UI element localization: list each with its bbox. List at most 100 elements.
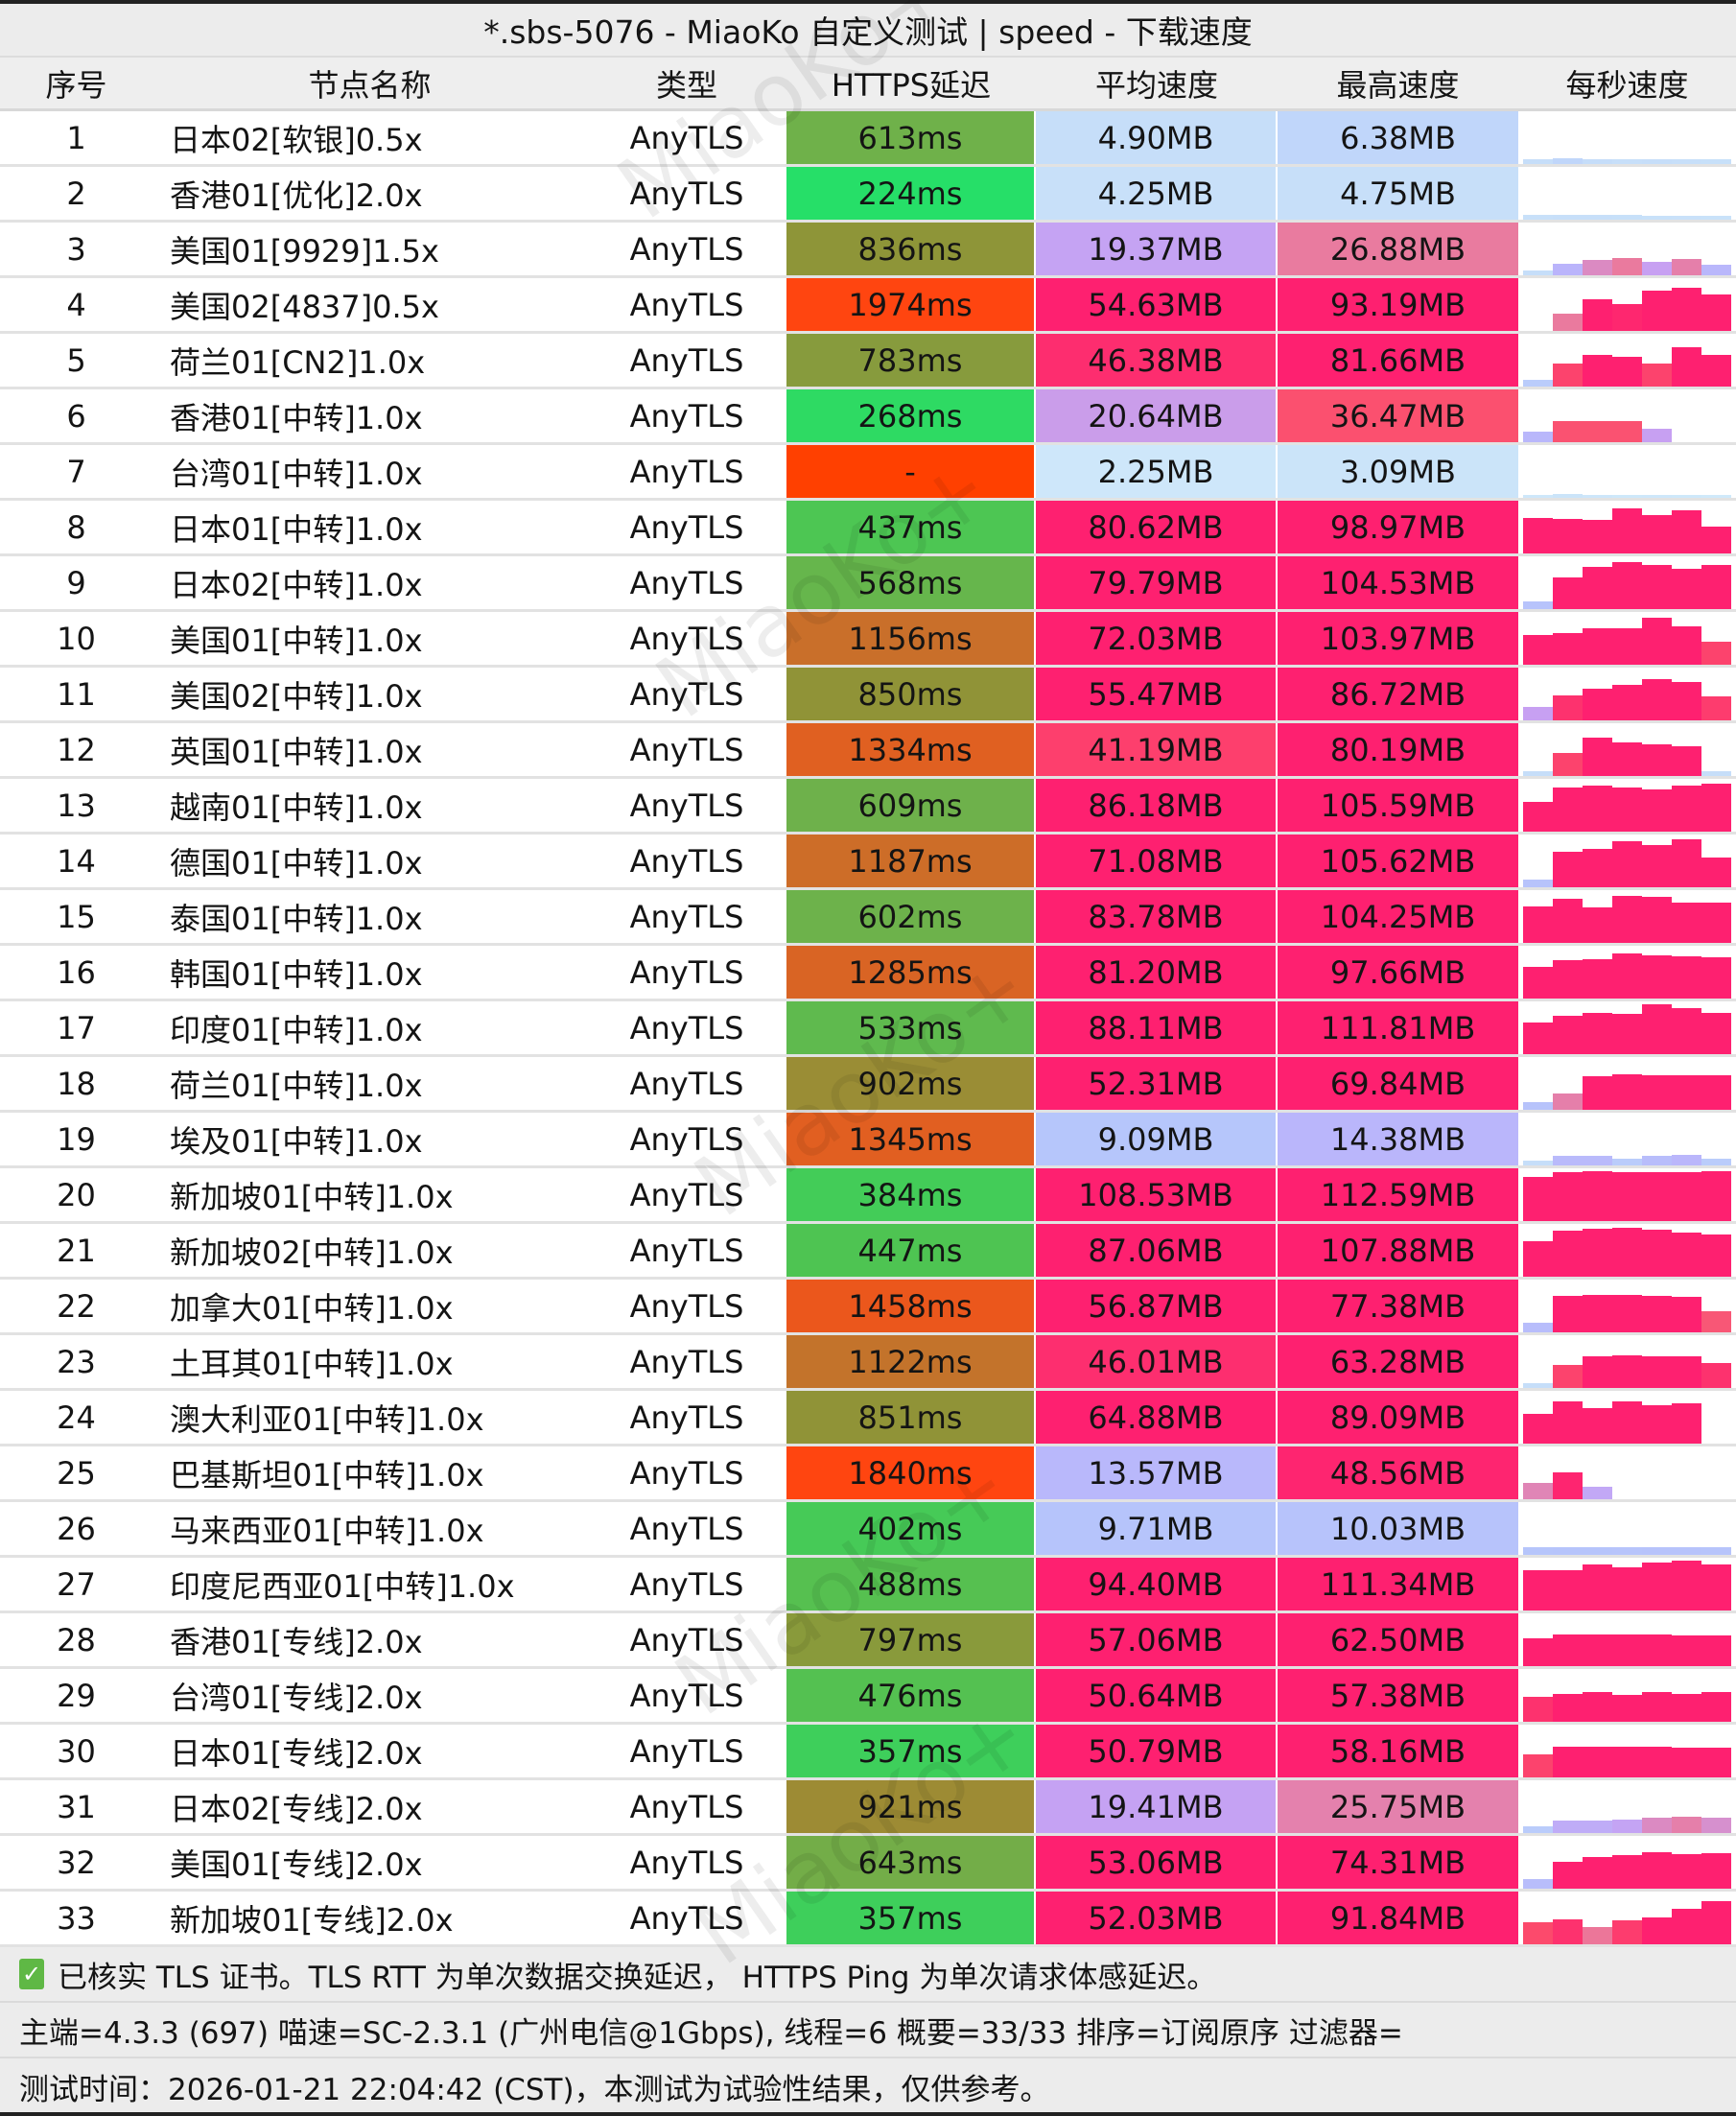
- column-header-index[interactable]: 序号: [45, 66, 107, 104]
- avg-speed: 41.19MB: [1036, 723, 1278, 776]
- speed-bar: [1523, 707, 1553, 720]
- table-row[interactable]: 2 香港01[优化]2.0x AnyTLS 224ms 4.25MB 4.75MB: [0, 167, 1736, 223]
- speed-bar: [1583, 1692, 1612, 1722]
- table-row[interactable]: 6 香港01[中转]1.0x AnyTLS 268ms 20.64MB 36.47MB: [0, 389, 1736, 445]
- table-row[interactable]: 3 美国01[9929]1.5x AnyTLS 836ms 19.37MB 26.88MB: [0, 223, 1736, 278]
- table-row[interactable]: 25 巴基斯坦01[中转]1.0x AnyTLS 1840ms 13.57MB 48.56…: [0, 1446, 1736, 1502]
- table-row[interactable]: 22 加拿大01[中转]1.0x AnyTLS 1458ms 56.87MB 77.38M…: [0, 1280, 1736, 1335]
- speed-bar: [1672, 1817, 1701, 1833]
- table-row[interactable]: 33 新加坡01[专线]2.0x AnyTLS 357ms 52.03MB 91.84MB: [0, 1892, 1736, 1947]
- speed-bar: [1612, 421, 1642, 442]
- speed-bar: [1701, 527, 1731, 553]
- table-row[interactable]: 23 土耳其01[中转]1.0x AnyTLS 1122ms 46.01MB 63.28M…: [0, 1335, 1736, 1391]
- per-second-speed-sparkline: [1518, 1280, 1736, 1332]
- speed-bar: [1672, 569, 1701, 609]
- speed-bar: [1672, 1854, 1701, 1889]
- per-second-speed-sparkline: [1518, 1113, 1736, 1165]
- https-latency: 797ms: [786, 1613, 1036, 1666]
- table-row[interactable]: 9 日本02[中转]1.0x AnyTLS 568ms 79.79MB 104.53MB: [0, 556, 1736, 612]
- table-row[interactable]: 32 美国01[专线]2.0x AnyTLS 643ms 53.06MB 74.31MB: [0, 1836, 1736, 1892]
- speed-bar: [1612, 1634, 1642, 1666]
- table-row[interactable]: 4 美国02[4837]0.5x AnyTLS 1974ms 54.63MB 93.19M…: [0, 278, 1736, 334]
- table-row[interactable]: 18 荷兰01[中转]1.0x AnyTLS 902ms 52.31MB 69.84MB: [0, 1057, 1736, 1113]
- table-row[interactable]: 13 越南01[中转]1.0x AnyTLS 609ms 86.18MB 105.59MB: [0, 779, 1736, 835]
- table-row[interactable]: 24 澳大利亚01[中转]1.0x AnyTLS 851ms 64.88MB 89.09M…: [0, 1391, 1736, 1446]
- per-second-speed-sparkline: [1518, 1001, 1736, 1054]
- speed-bar: [1612, 1355, 1642, 1388]
- table-row[interactable]: 1 日本02[软银]0.5x AnyTLS 613ms 4.90MB 6.38MB: [0, 111, 1736, 167]
- table-row[interactable]: 14 德国01[中转]1.0x AnyTLS 1187ms 71.08MB 105.62M…: [0, 835, 1736, 890]
- column-header-https-latency[interactable]: HTTPS延迟: [831, 66, 992, 104]
- column-header-node-name[interactable]: 节点名称: [308, 66, 432, 104]
- per-second-speed-sparkline: [1518, 946, 1736, 999]
- speed-bar: [1553, 899, 1583, 943]
- row-index: 10: [57, 620, 96, 657]
- speed-bar: [1523, 1102, 1553, 1110]
- speed-bar: [1672, 347, 1701, 387]
- table-row[interactable]: 31 日本02[专线]2.0x AnyTLS 921ms 19.41MB 25.75MB: [0, 1780, 1736, 1836]
- avg-speed: 56.87MB: [1036, 1280, 1278, 1332]
- column-header-per-second-speed[interactable]: 每秒速度: [1565, 66, 1689, 104]
- speed-bar: [1701, 1075, 1731, 1110]
- table-row[interactable]: 28 香港01[专线]2.0x AnyTLS 797ms 57.06MB 62.50MB: [0, 1613, 1736, 1669]
- node-name: 台湾01[中转]1.0x: [170, 455, 423, 492]
- node-type: AnyTLS: [629, 453, 744, 490]
- table-row[interactable]: 5 荷兰01[CN2]1.0x AnyTLS 783ms 46.38MB 81.66MB: [0, 334, 1736, 389]
- speed-bar: [1523, 1414, 1553, 1444]
- speed-bar: [1523, 1023, 1553, 1054]
- table-row[interactable]: 30 日本01[专线]2.0x AnyTLS 357ms 50.79MB 58.16MB: [0, 1725, 1736, 1780]
- row-index: 6: [66, 397, 86, 435]
- table-row[interactable]: 26 马来西亚01[中转]1.0x AnyTLS 402ms 9.71MB 10.03MB: [0, 1502, 1736, 1558]
- avg-speed: 80.62MB: [1036, 501, 1278, 553]
- node-type: AnyTLS: [629, 787, 744, 824]
- node-name: 埃及01[中转]1.0x: [170, 1122, 423, 1160]
- table-row[interactable]: 12 英国01[中转]1.0x AnyTLS 1334ms 41.19MB 80.19MB: [0, 723, 1736, 779]
- node-name: 新加坡01[中转]1.0x: [170, 1178, 454, 1215]
- column-header-avg-speed[interactable]: 平均速度: [1094, 66, 1218, 104]
- table-row[interactable]: 29 台湾01[专线]2.0x AnyTLS 476ms 50.64MB 57.38MB: [0, 1669, 1736, 1725]
- node-name: 美国01[中转]1.0x: [170, 622, 423, 659]
- speed-bar: [1612, 495, 1642, 498]
- speed-bar: [1612, 1401, 1642, 1444]
- table-row[interactable]: 17 印度01[中转]1.0x AnyTLS 533ms 88.11MB 111.81MB: [0, 1001, 1736, 1057]
- table-row[interactable]: 11 美国02[中转]1.0x AnyTLS 850ms 55.47MB 86.72MB: [0, 668, 1736, 723]
- speed-bar: [1642, 1634, 1672, 1666]
- speed-bar: [1523, 635, 1553, 665]
- row-index: 29: [57, 1677, 96, 1714]
- speed-bar: [1642, 1075, 1672, 1110]
- row-index: 21: [57, 1232, 96, 1269]
- max-speed: 6.38MB: [1278, 111, 1518, 164]
- max-speed: 77.38MB: [1278, 1280, 1518, 1332]
- table-row[interactable]: 19 埃及01[中转]1.0x AnyTLS 1345ms 9.09MB 14.38MB: [0, 1113, 1736, 1168]
- speed-bar: [1612, 1074, 1642, 1110]
- column-header-type[interactable]: 类型: [655, 66, 717, 104]
- speed-bar: [1523, 1879, 1553, 1889]
- table-row[interactable]: 15 泰国01[中转]1.0x AnyTLS 602ms 83.78MB 104.25MB: [0, 890, 1736, 946]
- speed-bar: [1583, 1408, 1612, 1444]
- speed-bar: [1553, 1016, 1583, 1054]
- column-header-max-speed[interactable]: 最高速度: [1336, 66, 1460, 104]
- table-row[interactable]: 10 美国01[中转]1.0x AnyTLS 1156ms 72.03MB 103.97M…: [0, 612, 1736, 668]
- node-type: AnyTLS: [629, 397, 744, 435]
- avg-speed: 57.06MB: [1036, 1613, 1278, 1666]
- node-name: 香港01[专线]2.0x: [170, 1623, 423, 1660]
- max-speed: 105.59MB: [1278, 779, 1518, 832]
- per-second-speed-sparkline: [1518, 501, 1736, 553]
- speed-bar: [1612, 628, 1642, 665]
- speed-bar: [1523, 1638, 1553, 1666]
- node-name: 美国02[中转]1.0x: [170, 677, 423, 715]
- node-name: 美国01[专线]2.0x: [170, 1846, 423, 1883]
- table-row[interactable]: 20 新加坡01[中转]1.0x AnyTLS 384ms 108.53MB 112.59…: [0, 1168, 1736, 1224]
- speed-bar: [1701, 1171, 1731, 1221]
- table-row[interactable]: 27 印度尼西亚01[中转]1.0x AnyTLS 488ms 94.40MB 111.3…: [0, 1558, 1736, 1613]
- https-latency: 1285ms: [786, 946, 1036, 999]
- speed-bar: [1701, 642, 1731, 665]
- speed-bar: [1642, 1004, 1672, 1054]
- row-index: 1: [66, 119, 86, 156]
- table-row[interactable]: 21 新加坡02[中转]1.0x AnyTLS 447ms 87.06MB 107.88M…: [0, 1224, 1736, 1280]
- speed-bar: [1583, 260, 1612, 275]
- speed-bar: [1523, 1922, 1553, 1944]
- table-row[interactable]: 16 韩国01[中转]1.0x AnyTLS 1285ms 81.20MB 97.66MB: [0, 946, 1736, 1001]
- table-row[interactable]: 8 日本01[中转]1.0x AnyTLS 437ms 80.62MB 98.97MB: [0, 501, 1736, 556]
- table-row[interactable]: 7 台湾01[中转]1.0x AnyTLS -2.25MB 3.09MB: [0, 445, 1736, 501]
